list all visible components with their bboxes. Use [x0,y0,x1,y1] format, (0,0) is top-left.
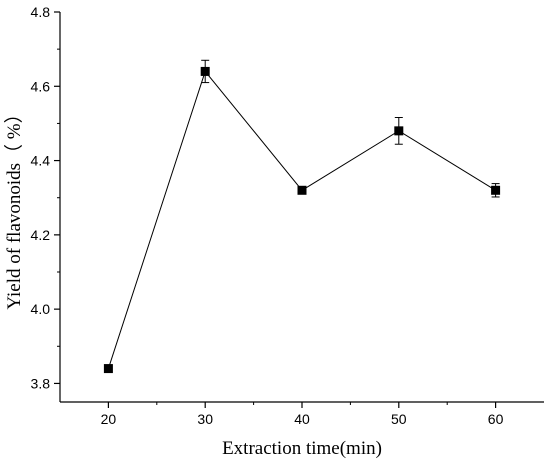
data-point-marker [491,185,501,195]
series-line [107,70,496,369]
x-tick-label: 40 [294,411,310,427]
x-tick-label: 60 [488,411,504,427]
y-axis-title: Yield of flavonoids（ %） [3,104,25,309]
data-point-marker [297,185,307,195]
data-point-marker [103,364,113,374]
x-tick-label: 50 [391,411,407,427]
y-ticks: 3.8 4.0 4.2 4.4 4.6 4.8 [31,4,60,391]
x-tick-label: 30 [197,411,213,427]
x-tick-label: 20 [101,411,117,427]
y-tick-label: 4.8 [31,4,51,20]
y-tick-label: 3.8 [31,375,51,391]
y-tick-label: 4.2 [31,227,51,243]
y-tick-label: 4.6 [31,78,51,94]
data-point-marker [200,66,210,76]
x-axis-title: Extraction time(min) [222,438,382,459]
axes [59,12,544,403]
x-ticks: 20 30 40 50 60 [101,402,504,427]
series [103,59,501,374]
y-tick-label: 4.0 [31,301,51,317]
data-point-marker [394,126,404,136]
y-tick-label: 4.4 [31,153,51,169]
